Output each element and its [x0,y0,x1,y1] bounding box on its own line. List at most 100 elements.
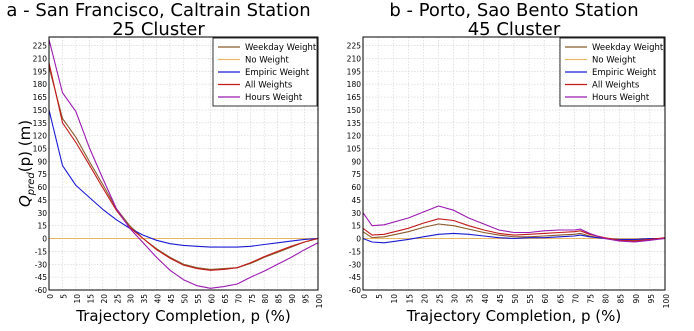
x-tick-label: 25 [113,294,122,304]
y-tick-label: 15 [37,222,47,231]
y-tick-label: 30 [351,209,361,218]
y-tick-label: 225 [347,42,361,51]
y-tick-label: 105 [347,144,361,153]
x-tick-label: 0 [360,294,369,299]
x-tick-label: 50 [511,294,520,304]
x-tick-label: 85 [617,294,626,304]
x-tick-label: 40 [481,294,490,304]
y-tick-label: -30 [349,260,361,269]
legend-entry: Empiric Weight [245,68,310,78]
x-tick-label: 70 [571,294,580,304]
y-tick-label: 45 [351,196,361,205]
x-tick-label: 80 [602,294,611,304]
y-tick-label: -15 [349,247,361,256]
y-tick-label: 120 [33,132,48,141]
legend-entry: Empiric Weight [592,68,657,78]
x-tick-label: 70 [234,294,243,304]
y-tick-label: -45 [349,273,361,282]
chart-title: a - San Francisco, Caltrain Station [6,0,310,21]
y-tick-label: -15 [35,247,47,256]
x-tick-label: 80 [261,294,270,304]
series-lines [362,205,666,244]
x-axis-label: Trajectory Completion, p (%) [75,307,291,325]
series-line-all-weights [48,62,319,271]
x-tick-label: 45 [496,294,505,304]
x-tick-label: 90 [632,294,641,304]
y-tick-labels: -60 -45 -30 -15 0 15 30 45 60 75 90 105 120 135 150 165… [33,42,48,295]
x-tick-label: 35 [466,294,475,304]
y-tick-label: 75 [37,170,47,179]
x-tick-label: 10 [390,294,399,304]
y-tick-label: 225 [33,42,48,51]
y-tick-labels: -60 -45 -30 -15 0 15 30 45 60 75 90 105 120 135 150 165… [347,42,362,295]
x-tick-labels: 0 5 10 15 20 25 30 35 40 45 50 55 60 65 70 75 80 85 90 95 10… [360,294,671,309]
x-tick-label: 100 [662,294,671,309]
y-tick-label: 105 [33,144,48,153]
x-tick-label: 45 [167,294,176,304]
y-tick-label: 75 [351,170,361,179]
plot-frame [362,36,666,291]
x-tick-label: 100 [315,294,324,309]
x-tick-label: 25 [436,294,445,304]
x-tick-label: 75 [587,294,596,304]
legend-entry: Hours Weight [592,93,650,103]
y-tick-label: 120 [347,132,361,141]
y-tick-label: 60 [37,183,47,192]
x-axis-label: Trajectory Completion, p (%) [406,307,622,325]
x-tick-label: 15 [86,294,95,304]
y-axis-label-tail: (p) (m) [16,120,34,172]
y-tick-label: -60 [349,286,361,295]
x-tick-label: 90 [288,294,297,304]
series-line-hours-weight [362,205,666,243]
x-tick-label: 35 [140,294,149,304]
y-tick-label: -30 [35,260,47,269]
legend-entry: All Weights [592,81,640,91]
y-tick-label: 210 [33,54,48,63]
x-tick-label: 5 [59,294,68,299]
x-tick-label: 50 [181,294,190,304]
x-tick-label: 95 [647,294,656,304]
y-tick-label: 0 [42,235,47,244]
x-tick-label: 65 [221,294,230,304]
x-tick-label: 30 [451,294,460,304]
y-tick-label: 165 [347,93,361,102]
y-axis-label-main: Q [16,195,34,207]
legend-entry: No Weight [245,56,290,66]
y-tick-label: -45 [35,273,47,282]
y-tick-label: 195 [347,67,361,76]
x-tick-label: 65 [556,294,565,304]
y-tick-label: 45 [37,196,47,205]
series-line-weekday-weight [48,66,319,270]
x-tick-label: 60 [541,294,550,304]
chart-panel-a: a - San Francisco, Caltrain Station 25 Cl… [0,0,347,327]
y-tick-label: 210 [347,54,361,63]
y-tick-label: -60 [35,286,47,295]
x-tick-label: 55 [526,294,535,304]
y-tick-label: 180 [347,80,361,89]
x-tick-label: 40 [154,294,163,304]
chart-subtitle: 45 Cluster [468,19,561,40]
x-tick-label: 95 [302,294,311,304]
y-tick-label: 165 [33,93,48,102]
x-tick-label: 30 [127,294,136,304]
x-tick-label: 75 [248,294,257,304]
y-tick-label: 0 [356,235,361,244]
x-tick-labels: 0 5 10 15 20 25 30 35 40 45 50 55 60 65 70 75 80 85 90 95 10… [46,294,324,309]
series-line-all-weights [362,218,666,242]
chart-panel-b: b - Porto, Sao Bento Station 45 Cluster 0 5… [347,0,694,327]
y-tick-label: 135 [347,119,361,128]
y-tick-label: 90 [37,157,47,166]
x-tick-label: 15 [405,294,414,304]
y-tick-label: 60 [351,183,361,192]
legend-entry: No Weight [592,56,637,66]
y-tick-label: 30 [37,209,47,218]
y-tick-label: 150 [347,106,361,115]
x-tick-label: 5 [375,294,384,299]
x-tick-label: 20 [100,294,109,304]
y-tick-label: 90 [351,157,361,166]
y-axis-label-sub: pred [26,172,37,197]
legend-entry: Weekday Weight [245,43,317,53]
y-tick-label: 180 [33,80,48,89]
